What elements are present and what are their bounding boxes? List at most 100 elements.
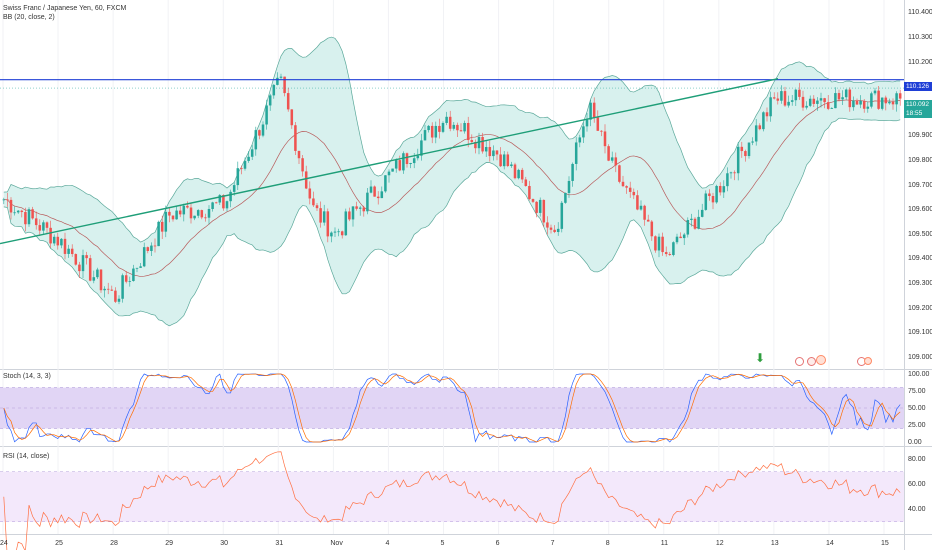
- candle: [272, 84, 276, 96]
- candle: [268, 95, 272, 106]
- candle: [834, 93, 837, 109]
- candle: [121, 275, 124, 299]
- candle: [135, 267, 139, 269]
- candle: [387, 171, 391, 176]
- bb-indicator-label[interactable]: BB (20, close, 2): [3, 14, 55, 21]
- candle: [621, 181, 625, 187]
- candle: [808, 98, 812, 106]
- trendline: [0, 78, 779, 245]
- candle: [175, 210, 178, 220]
- price-tick-label: 109.500: [908, 230, 932, 238]
- candle: [618, 165, 621, 182]
- candle: [420, 140, 423, 156]
- stoch-tick-label: 75.00: [908, 388, 926, 395]
- candle: [502, 154, 506, 167]
- candle: [852, 100, 855, 108]
- time-tick-label: 31: [275, 540, 284, 547]
- time-tick-label: Nov: [330, 540, 343, 547]
- candle: [297, 150, 301, 159]
- candle: [340, 231, 344, 236]
- candle: [423, 130, 427, 141]
- candle: [798, 89, 801, 97]
- event-flag-icon[interactable]: [864, 357, 872, 365]
- candle: [722, 186, 726, 193]
- price-tick-label: 109.800: [908, 156, 932, 164]
- candle: [812, 98, 816, 104]
- candle: [38, 225, 42, 231]
- candle: [790, 100, 794, 102]
- candle: [168, 211, 171, 216]
- candle: [848, 89, 852, 108]
- candle: [625, 186, 628, 188]
- candle: [456, 124, 459, 131]
- candle: [222, 195, 225, 209]
- candle: [765, 112, 769, 117]
- candle: [866, 106, 870, 109]
- price-tick-label: 109.300: [908, 279, 932, 287]
- price-tick-label: 109.900: [908, 132, 932, 140]
- candle: [823, 98, 826, 103]
- bollinger-lower-line: [3, 117, 901, 327]
- price-tick-label: 109.700: [908, 181, 932, 189]
- candle: [211, 202, 214, 209]
- candle: [290, 109, 294, 126]
- event-flag-icon[interactable]: [807, 357, 816, 366]
- candle: [517, 169, 520, 179]
- candle: [204, 217, 207, 219]
- candle: [13, 212, 16, 214]
- candle: [103, 288, 106, 291]
- candle: [762, 112, 765, 130]
- candle: [42, 222, 45, 231]
- candle: [830, 108, 834, 109]
- arrow-down-icon[interactable]: ⬇: [755, 351, 766, 365]
- candle: [74, 254, 78, 265]
- candle: [682, 234, 686, 239]
- candle: [610, 157, 614, 161]
- candle: [63, 238, 67, 254]
- candle: [898, 93, 902, 99]
- candle: [891, 101, 895, 105]
- stoch-indicator-label[interactable]: Stoch (14, 3, 3): [3, 373, 51, 380]
- candle: [628, 187, 632, 192]
- candle: [474, 141, 477, 149]
- candle: [114, 290, 117, 302]
- candle: [373, 186, 376, 197]
- candle: [294, 125, 297, 151]
- candle: [258, 130, 261, 136]
- candle: [841, 97, 844, 100]
- rsi-indicator-label[interactable]: RSI (14, close): [3, 453, 50, 460]
- price-tick-label: 109.000: [908, 353, 932, 361]
- event-flag-icon[interactable]: [795, 357, 804, 366]
- candle: [85, 255, 88, 259]
- time-tick-label: 11: [660, 540, 669, 547]
- candle: [2, 199, 6, 201]
- candle: [214, 202, 218, 204]
- candle: [495, 150, 499, 155]
- candle: [895, 93, 898, 105]
- candle: [355, 206, 358, 209]
- price-tick-label: 109.400: [908, 255, 932, 263]
- time-tick-label: 8: [605, 540, 610, 547]
- time-tick-label: 25: [55, 540, 63, 547]
- candle: [27, 209, 31, 225]
- candle: [402, 153, 405, 171]
- candle: [646, 219, 650, 222]
- candle: [664, 252, 668, 255]
- candle: [164, 211, 168, 232]
- candle: [679, 236, 682, 239]
- candle: [783, 91, 787, 106]
- candle: [758, 125, 762, 130]
- candle: [398, 160, 402, 171]
- candle: [535, 201, 538, 213]
- candle: [24, 212, 27, 225]
- price-tick-label: 109.100: [908, 329, 932, 337]
- candle: [574, 142, 578, 164]
- event-flag-icon[interactable]: [816, 355, 826, 365]
- candle: [776, 98, 780, 101]
- candle: [88, 258, 92, 281]
- symbol-title: Swiss Franc / Japanese Yen, 60, FXCM: [3, 5, 127, 12]
- candle: [657, 236, 661, 251]
- time-tick-label: 12: [715, 540, 724, 547]
- candle: [153, 245, 157, 247]
